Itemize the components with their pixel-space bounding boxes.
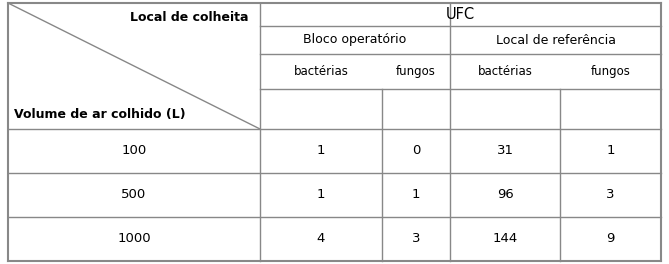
Text: 31: 31: [496, 144, 514, 158]
Text: 1: 1: [606, 144, 615, 158]
Text: bactérias: bactérias: [294, 65, 349, 78]
Text: 1: 1: [316, 144, 325, 158]
Text: 3: 3: [606, 188, 615, 201]
Text: 3: 3: [411, 233, 420, 246]
Text: bactérias: bactérias: [478, 65, 533, 78]
Text: 100: 100: [121, 144, 147, 158]
Text: 4: 4: [317, 233, 325, 246]
Text: 144: 144: [492, 233, 518, 246]
Text: Local de referência: Local de referência: [496, 34, 615, 46]
Text: 96: 96: [496, 188, 513, 201]
Text: 500: 500: [121, 188, 147, 201]
Text: 9: 9: [606, 233, 615, 246]
Text: Volume de ar colhido (L): Volume de ar colhido (L): [14, 108, 185, 121]
Text: fungos: fungos: [396, 65, 436, 78]
Text: 1000: 1000: [117, 233, 151, 246]
Text: 0: 0: [412, 144, 420, 158]
Text: 1: 1: [411, 188, 420, 201]
Text: UFC: UFC: [446, 7, 475, 22]
Text: fungos: fungos: [591, 65, 630, 78]
Text: 1: 1: [316, 188, 325, 201]
Text: Bloco operatório: Bloco operatório: [303, 34, 407, 46]
Text: Local de colheita: Local de colheita: [130, 11, 248, 24]
